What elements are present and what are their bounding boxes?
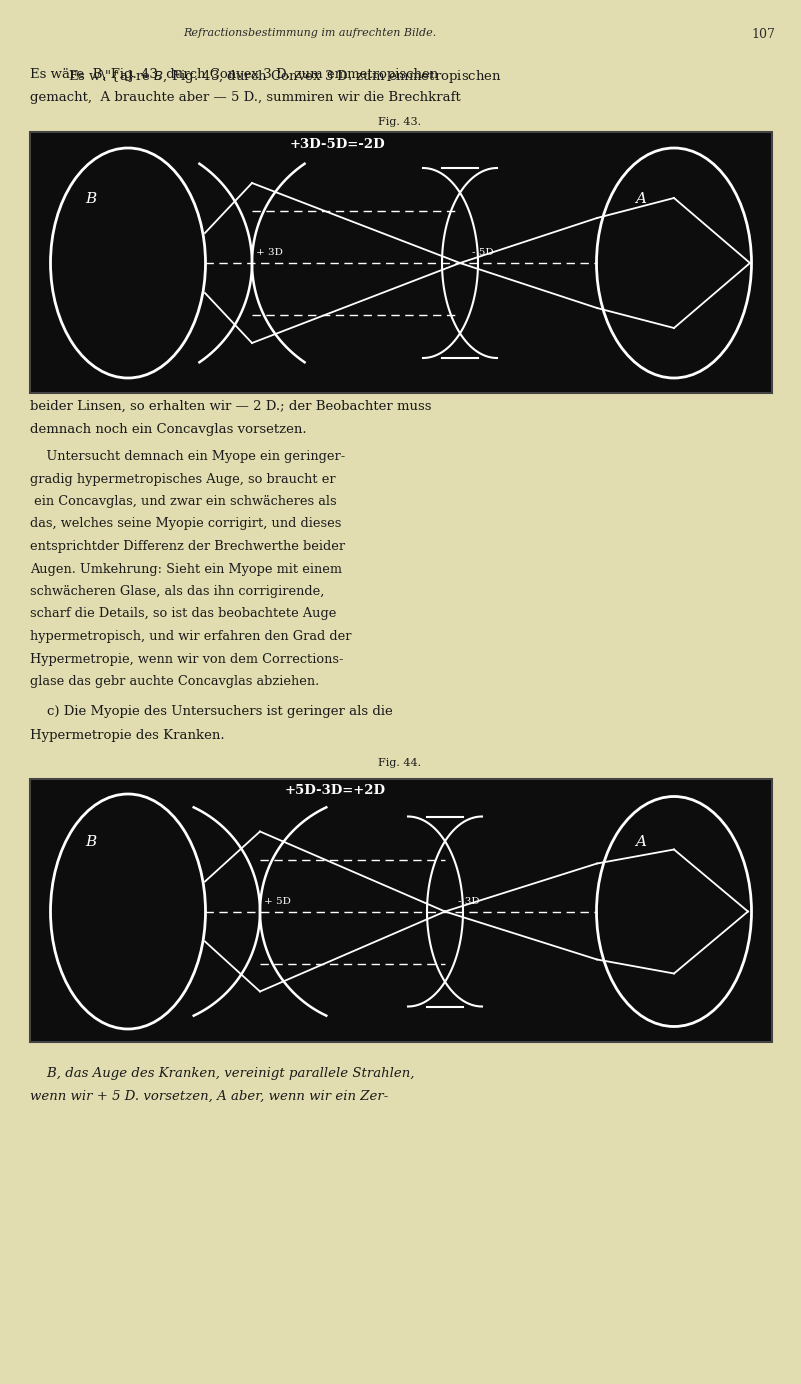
Text: schwächeren Glase, als das ihn corrigirende,: schwächeren Glase, als das ihn corrigire… [30,585,324,598]
Text: Es wäre  B, Fig. 43, durch Convex 3 D. zum emmetropischen: Es wäre B, Fig. 43, durch Convex 3 D. zu… [30,68,438,82]
Text: entsprichtder Differenz der Brechwerthe beider: entsprichtder Differenz der Brechwerthe … [30,540,345,554]
Text: Untersucht demnach ein Myope ein geringer-: Untersucht demnach ein Myope ein geringe… [30,450,345,464]
Text: ein Concavglas, und zwar ein schwächeres als: ein Concavglas, und zwar ein schwächeres… [30,495,336,508]
Text: Es w\"{a}re $B$, Fig. 43, durch Convex 3 D. zum emmetropischen: Es w\"{a}re $B$, Fig. 43, durch Convex 3… [68,68,502,84]
Text: wenn wir + 5 D. vorsetzen, A aber, wenn wir ein Zer-: wenn wir + 5 D. vorsetzen, A aber, wenn … [30,1089,388,1103]
Bar [30,131,772,393]
Text: c) Die Myopie des Untersuchers ist geringer als die: c) Die Myopie des Untersuchers ist gerin… [30,706,392,718]
Text: + 5D: + 5D [264,897,291,905]
Text: Hypermetropie, wenn wir von dem Corrections-: Hypermetropie, wenn wir von dem Correcti… [30,652,344,666]
Text: Refractionsbestimmung im aufrechten Bilde.: Refractionsbestimmung im aufrechten Bild… [183,28,437,37]
Text: glase das gebr auchte Concavglas abziehen.: glase das gebr auchte Concavglas abziehe… [30,675,320,688]
Text: Fig. 44.: Fig. 44. [378,758,421,768]
Text: + 3D: + 3D [256,248,283,257]
Text: +3D-5D=-2D: +3D-5D=-2D [290,138,385,151]
Text: A: A [635,836,646,850]
Text: hypermetropisch, und wir erfahren den Grad der: hypermetropisch, und wir erfahren den Gr… [30,630,352,644]
Text: Fig. 43.: Fig. 43. [378,118,421,127]
Text: Augen. Umkehrung: Sieht ein Myope mit einem: Augen. Umkehrung: Sieht ein Myope mit ei… [30,562,342,576]
Text: gradig hypermetropisches Auge, so braucht er: gradig hypermetropisches Auge, so brauch… [30,472,336,486]
Text: gemacht,  A brauchte aber — 5 D., summiren wir die Brechkraft: gemacht, A brauchte aber — 5 D., summire… [30,91,461,104]
Text: +5D-3D=+2D: +5D-3D=+2D [285,785,386,797]
Text: demnach noch ein Concavglas vorsetzen.: demnach noch ein Concavglas vorsetzen. [30,424,307,436]
Text: das, welches seine Myopie corrigirt, und dieses: das, welches seine Myopie corrigirt, und… [30,518,341,530]
Text: - 5D: - 5D [472,248,493,257]
Text: B: B [85,192,96,206]
Text: B, das Auge des Kranken, vereinigt parallele Strahlen,: B, das Auge des Kranken, vereinigt paral… [30,1067,414,1080]
Text: 107: 107 [751,28,775,42]
Text: B: B [85,836,96,850]
Text: scharf die Details, so ist das beobachtete Auge: scharf die Details, so ist das beobachte… [30,608,336,620]
Text: A: A [635,192,646,206]
Text: beider Linsen, so erhalten wir — 2 D.; der Beobachter muss: beider Linsen, so erhalten wir — 2 D.; d… [30,400,432,412]
Bar [30,778,772,1042]
Text: Hypermetropie des Kranken.: Hypermetropie des Kranken. [30,728,224,742]
Text: - 3D: - 3D [458,897,480,905]
